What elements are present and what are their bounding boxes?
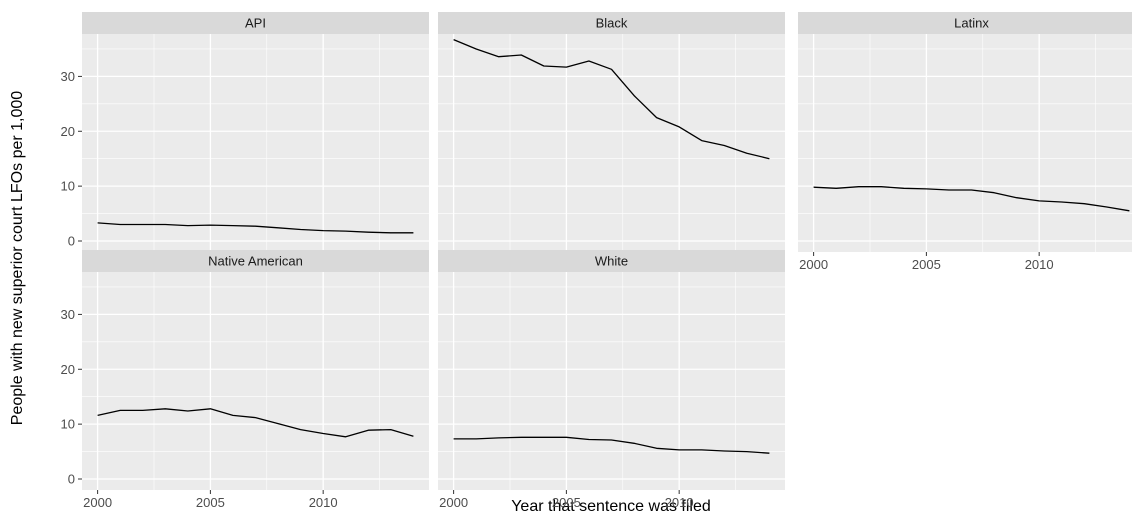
x-tick-label: 2010 [665, 495, 694, 510]
facet-panel: White 2000 2005 2010 [438, 250, 785, 510]
panel-background [438, 34, 785, 252]
x-tick-label: 2010 [1025, 257, 1054, 272]
facet-label: White [595, 254, 628, 269]
facet-strip [82, 250, 429, 272]
x-tick-label: 2000 [799, 257, 828, 272]
y-tick-label: 20 [61, 362, 75, 377]
x-tick-label: 2000 [439, 495, 468, 510]
facet-panel: Native American 0 10 20 30 2000 2005 2010 [61, 250, 429, 510]
facet-strip [82, 12, 429, 34]
facet-panel: Black [438, 12, 785, 252]
y-tick-label: 10 [61, 417, 75, 432]
x-tick-label: 2005 [912, 257, 941, 272]
series-line [453, 38, 770, 160]
panel-background [82, 34, 429, 252]
y-tick-label: 30 [61, 307, 75, 322]
facet-strip [798, 12, 1132, 34]
y-tick-label: 0 [68, 234, 75, 249]
y-tick-label: 0 [68, 472, 75, 487]
facet-strip [438, 12, 785, 34]
series-line [97, 408, 414, 438]
facet-label: Latinx [954, 16, 989, 31]
x-tick-label: 2005 [552, 495, 581, 510]
facet-label: Native American [208, 254, 303, 269]
facet-label: Black [596, 16, 628, 31]
y-tick-label: 10 [61, 179, 75, 194]
y-tick-label: 30 [61, 69, 75, 84]
facet-panel: Latinx 2000 2005 2010 [798, 12, 1132, 272]
x-tick-label: 2005 [196, 495, 225, 510]
panel-background [82, 272, 429, 490]
y-axis-title: People with new superior court LFOs per … [9, 91, 26, 426]
facet-label: API [245, 16, 266, 31]
x-axis-title: Year that sentence was filed [511, 498, 711, 515]
panel-background [438, 272, 785, 490]
series-line [97, 222, 414, 234]
facet-strip [438, 250, 785, 272]
x-tick-label: 2010 [309, 495, 338, 510]
panel-background [798, 34, 1132, 252]
series-line [813, 186, 1130, 212]
x-tick-label: 2000 [83, 495, 112, 510]
facet-panel: API 0 10 20 30 [61, 12, 429, 252]
series-line [453, 436, 770, 454]
y-tick-label: 20 [61, 124, 75, 139]
